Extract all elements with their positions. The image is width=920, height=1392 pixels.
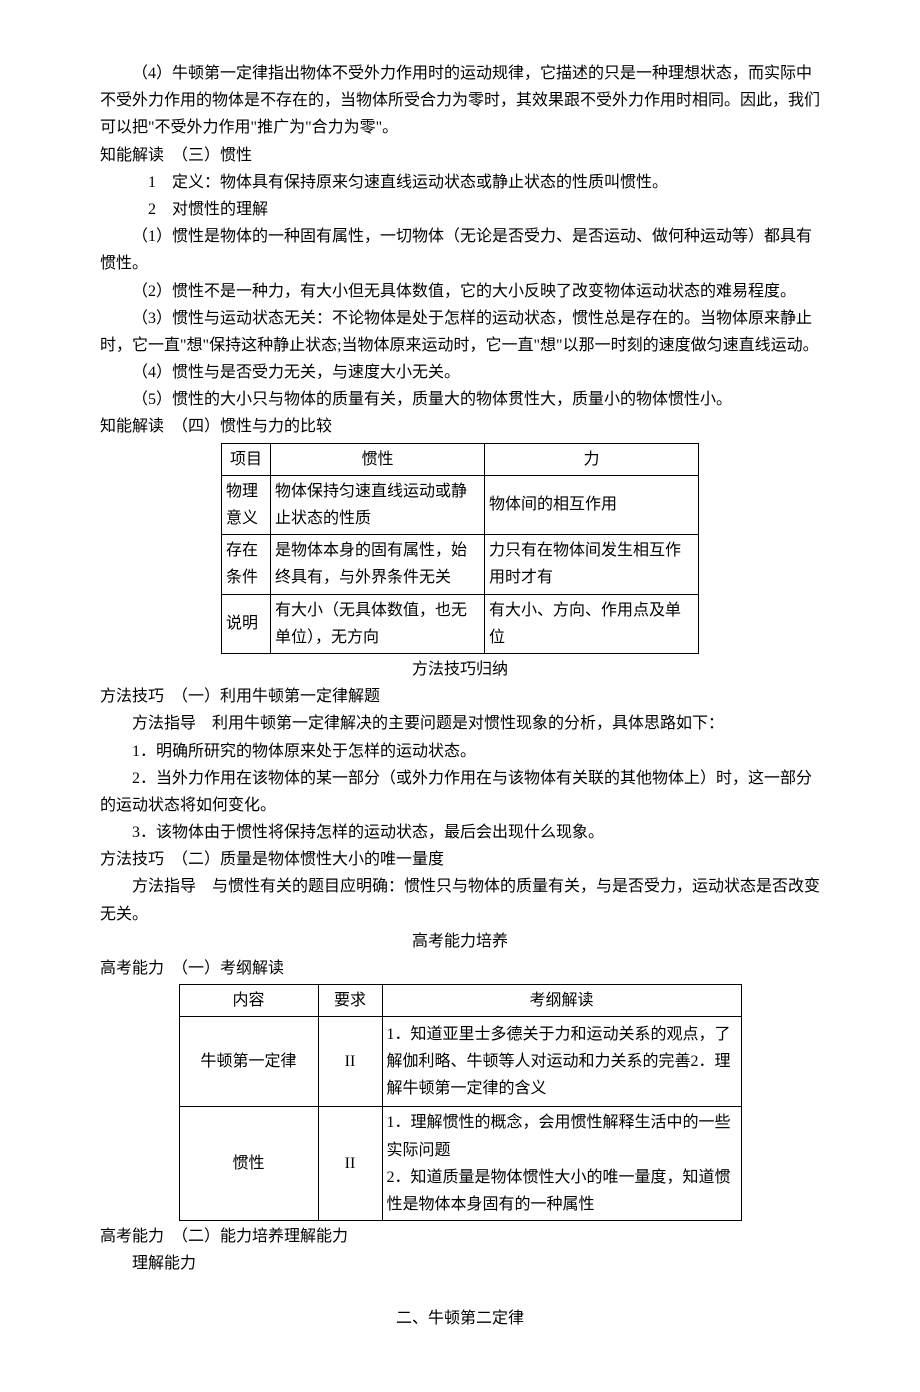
method-2-guide: 方法指导 与惯性有关的题目应明确：惯性只与物体的质量有关，与是否受力，运动状态是… <box>100 873 820 927</box>
t1-r1c2: 力只有在物体间发生相互作用时才有 <box>485 535 699 594</box>
t1-r0c0: 物理意义 <box>222 475 271 534</box>
point-4: （4）惯性与是否受力无关，与速度大小无关。 <box>100 359 820 386</box>
method-2-heading: 方法技巧 （二）质量是物体惯性大小的唯一量度 <box>100 846 820 873</box>
t1-r0c1: 物体保持匀速直线运动或静止状态的性质 <box>271 475 485 534</box>
gaokao-1-heading: 高考能力 （一）考纲解读 <box>100 955 820 982</box>
t1-r0c2: 物体间的相互作用 <box>485 475 699 534</box>
def-2: 2 对惯性的理解 <box>100 196 820 223</box>
method-1-a: 1．明确所研究的物体原来处于怎样的运动状态。 <box>100 738 820 765</box>
t1-r2c2: 有大小、方向、作用点及单位 <box>485 594 699 653</box>
t2-r0c2: 1．知道亚里士多德关于力和运动关系的观点，了解伽利略、牛顿等人对运动和力关系的完… <box>382 1017 741 1107</box>
paragraph-4: （4）牛顿第一定律指出物体不受外力作用时的运动规律，它描述的只是一种理想状态，而… <box>100 60 820 142</box>
t1-h-2: 力 <box>485 443 699 475</box>
t1-r2c0: 说明 <box>222 594 271 653</box>
section-newton-2: 二、牛顿第二定律 <box>100 1305 820 1332</box>
method-1-c: 3．该物体由于惯性将保持怎样的运动状态，最后会出现什么现象。 <box>100 819 820 846</box>
t1-h-0: 项目 <box>222 443 271 475</box>
section-heading-3: 知能解读 （三）惯性 <box>100 142 820 169</box>
section-heading-4: 知能解读 （四）惯性与力的比较 <box>100 413 820 440</box>
method-1-b: 2．当外力作用在该物体的某一部分（或外力作用在与该物体有关联的其他物体上）时，这… <box>100 765 820 819</box>
comparison-table: 项目 惯性 力 物理意义 物体保持匀速直线运动或静止状态的性质 物体间的相互作用… <box>221 443 699 654</box>
t2-r0c0: 牛顿第一定律 <box>179 1017 318 1107</box>
t2-h-0: 内容 <box>179 985 318 1017</box>
t1-h-1: 惯性 <box>271 443 485 475</box>
method-1-guide: 方法指导 利用牛顿第一定律解决的主要问题是对惯性现象的分析，具体思路如下： <box>100 710 820 737</box>
t1-r1c0: 存在条件 <box>222 535 271 594</box>
t1-r2c1: 有大小（无具体数值，也无单位），无方向 <box>271 594 485 653</box>
t2-h-2: 考纲解读 <box>382 985 741 1017</box>
t2-h-1: 要求 <box>318 985 382 1017</box>
syllabus-table: 内容 要求 考纲解读 牛顿第一定律 II 1．知道亚里士多德关于力和运动关系的观… <box>179 984 742 1221</box>
t2-r1c2: 1．理解惯性的概念，会用惯性解释生活中的一些实际问题 2．知道质量是物体惯性大小… <box>382 1107 741 1221</box>
point-1: （1）惯性是物体的一种固有属性，一切物体（无论是否受力、是否运动、做何种运动等）… <box>100 223 820 277</box>
point-5: （5）惯性的大小只与物体的质量有关，质量大的物体贯性大，质量小的物体惯性小。 <box>100 386 820 413</box>
gaokao-title: 高考能力培养 <box>100 928 820 955</box>
def-1: 1 定义：物体具有保持原来匀速直线运动状态或静止状态的性质叫惯性。 <box>100 169 820 196</box>
t2-r1c1: II <box>318 1107 382 1221</box>
point-2: （2）惯性不是一种力，有大小但无具体数值，它的大小反映了改变物体运动状态的难易程… <box>100 278 820 305</box>
point-3: （3）惯性与运动状态无关：不论物体是处于怎样的运动状态，惯性总是存在的。当物体原… <box>100 305 820 359</box>
gaokao-2-text: 理解能力 <box>100 1250 820 1277</box>
gaokao-2-heading: 高考能力 （二）能力培养理解能力 <box>100 1223 820 1250</box>
methods-title: 方法技巧归纳 <box>100 656 820 683</box>
t1-r1c1: 是物体本身的固有属性，始终具有，与外界条件无关 <box>271 535 485 594</box>
t2-r1c0: 惯性 <box>179 1107 318 1221</box>
method-1-heading: 方法技巧 （一）利用牛顿第一定律解题 <box>100 683 820 710</box>
t2-r0c1: II <box>318 1017 382 1107</box>
